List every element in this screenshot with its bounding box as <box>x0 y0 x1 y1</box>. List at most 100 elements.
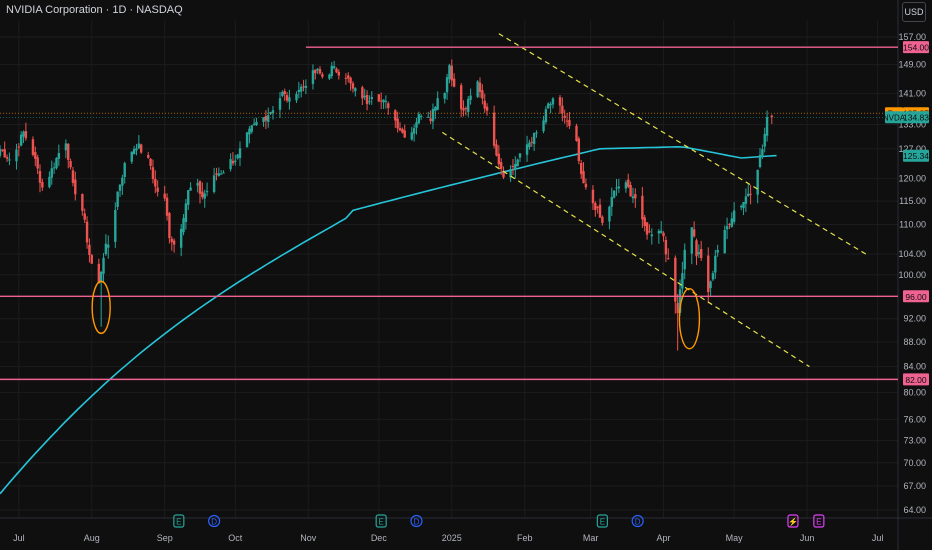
candle <box>36 154 39 175</box>
candle <box>459 83 463 118</box>
candle <box>368 95 371 105</box>
candle-body <box>467 98 470 112</box>
candle <box>130 151 133 164</box>
candle-body <box>690 227 693 254</box>
candle <box>591 185 595 210</box>
candle-body <box>5 157 9 159</box>
candle-body <box>41 181 44 188</box>
candle <box>598 198 602 218</box>
candle <box>436 91 439 111</box>
price-label-bg <box>903 41 929 54</box>
candle-body <box>427 116 430 118</box>
candle <box>662 231 665 242</box>
candle-body <box>297 89 301 93</box>
candle-body <box>90 255 93 264</box>
candle-body <box>107 244 110 248</box>
marker-glyph: E <box>600 518 605 527</box>
candle-body <box>650 234 653 237</box>
currency-button[interactable]: USD <box>902 2 926 22</box>
candle <box>690 227 693 265</box>
candle-body <box>648 231 651 233</box>
candle-body <box>22 131 25 137</box>
candle-body <box>238 148 242 158</box>
candle-body <box>19 134 23 146</box>
candle <box>85 216 89 249</box>
candle <box>445 73 449 100</box>
candle <box>594 201 597 217</box>
candle-body <box>624 182 628 189</box>
candle-body <box>756 169 759 195</box>
candle-body <box>234 160 237 162</box>
price-tick-label: 149.00 <box>898 60 926 70</box>
candle-body <box>561 105 564 114</box>
time-tick-label: Feb <box>517 533 533 543</box>
candle <box>156 180 159 197</box>
candle-body <box>394 110 397 121</box>
candle <box>403 124 406 138</box>
price-tick-label: 64.00 <box>903 505 926 515</box>
candle <box>114 202 117 249</box>
candle <box>601 215 604 226</box>
candle <box>219 170 223 175</box>
marker-outline <box>596 514 608 528</box>
candle <box>707 247 710 304</box>
candle-body <box>135 148 138 151</box>
candle-body <box>71 170 75 183</box>
candle <box>271 106 275 120</box>
candle <box>196 178 199 193</box>
candle-body <box>217 173 221 176</box>
grid-lines <box>0 20 898 518</box>
candle <box>624 180 628 193</box>
candle-body <box>130 151 133 162</box>
candle <box>31 136 35 157</box>
candle-body <box>179 228 183 248</box>
candle-body <box>264 116 268 121</box>
price-tick-label: 127.00 <box>898 144 926 154</box>
event-markers: E D E D E D ⚡ E <box>173 514 825 528</box>
candle <box>139 143 143 154</box>
candle-body <box>123 163 126 177</box>
candle-body <box>711 273 715 280</box>
candle <box>478 77 482 98</box>
candle-body <box>547 103 550 109</box>
candle <box>262 117 265 127</box>
candle-body <box>24 131 28 139</box>
candle <box>15 143 18 170</box>
candle-body <box>0 148 2 156</box>
candle-body <box>328 74 331 79</box>
price-label-bg <box>903 149 929 162</box>
candle-body <box>459 85 463 110</box>
candle <box>758 147 762 169</box>
marker-glyph: ⚡ <box>788 517 798 527</box>
candle-body <box>250 125 253 132</box>
candle-body <box>236 154 239 159</box>
candle-body <box>516 159 519 167</box>
candle-body <box>448 65 451 80</box>
candle <box>615 178 618 196</box>
candle <box>168 211 171 244</box>
candle-body <box>81 193 84 211</box>
candle <box>123 161 126 184</box>
candle <box>147 151 150 159</box>
candle-body <box>387 103 390 108</box>
candle <box>22 130 25 144</box>
candle <box>67 143 70 169</box>
candle-body <box>99 272 103 283</box>
candle-body <box>304 85 308 88</box>
time-tick-label: May <box>726 533 744 543</box>
candle-body <box>714 255 717 273</box>
candle <box>410 126 413 141</box>
candle-body <box>379 100 383 102</box>
candle-body <box>579 163 583 174</box>
price-tick-label: 115.00 <box>899 196 926 206</box>
candle-body <box>761 149 764 157</box>
candle <box>676 294 679 351</box>
candle <box>596 205 599 214</box>
candle-body <box>337 71 341 76</box>
candle-body <box>450 65 453 81</box>
candle-body <box>692 229 696 237</box>
candle <box>681 261 684 294</box>
candle-body <box>485 106 489 111</box>
